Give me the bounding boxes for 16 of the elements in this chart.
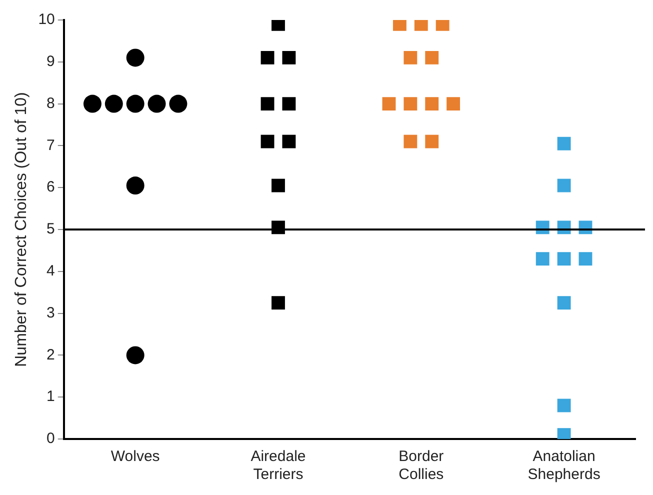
y-tick-label: 10 — [38, 11, 55, 28]
y-tick-label: 0 — [46, 430, 55, 448]
x-tick-label: Border Collies — [398, 448, 444, 484]
y-tick-label: 3 — [46, 304, 55, 322]
y-tick-label: 4 — [46, 262, 55, 280]
y-tick-label: 9 — [46, 53, 55, 70]
y-tick-label: 8 — [46, 94, 55, 112]
x-tick-label: Airedale Terriers — [250, 448, 306, 484]
x-tick-label: Anatolian Shepherds — [528, 448, 600, 484]
y-tick-label: 6 — [46, 178, 55, 196]
y-tick-label: 1 — [46, 388, 55, 406]
y-tick-label: 5 — [46, 220, 55, 238]
y-tick-label: 7 — [46, 136, 55, 154]
y-tick-label: 2 — [46, 346, 55, 364]
x-tick-label: Wolves — [110, 448, 160, 466]
y-axis-title: Number of Correct Choices (Out of 10) — [13, 92, 30, 367]
